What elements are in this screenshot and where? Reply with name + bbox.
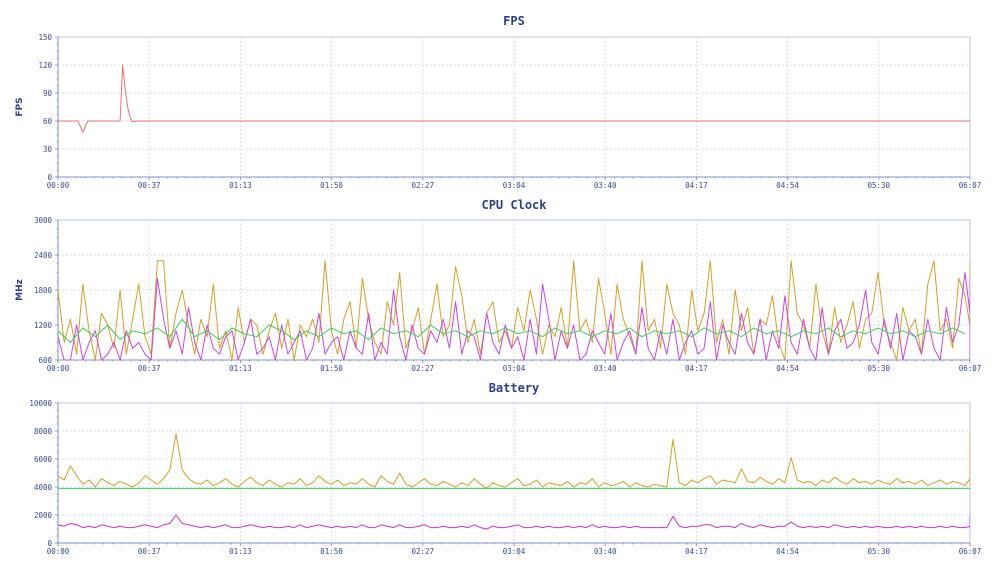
fps-ytick-label: 90 <box>43 89 53 98</box>
cpu-clock-ylabel: MHz <box>15 279 25 301</box>
fps-xtick-label: 01:50 <box>320 181 343 190</box>
fps-xtick-label: 03:04 <box>503 181 526 190</box>
cpu-clock-series-line-3 <box>58 318 966 343</box>
cpu-clock-xtick-label: 01:13 <box>229 364 252 373</box>
battery-xtick-label: 03:40 <box>594 547 617 556</box>
fps-ytick-label: 60 <box>43 117 53 126</box>
battery-title: Battery <box>489 381 540 395</box>
fps-series-line-1 <box>58 64 970 133</box>
battery-xtick-label: 04:54 <box>776 547 799 556</box>
fps-ylabel: FPS <box>15 97 25 116</box>
fps-ytick-label: 150 <box>38 33 52 42</box>
fps-title: FPS <box>503 14 525 28</box>
battery-series-line-3 <box>58 514 970 530</box>
battery-xtick-label: 01:13 <box>229 547 252 556</box>
fps-xtick-label: 04:54 <box>776 181 799 190</box>
battery-series-line-1 <box>58 432 970 489</box>
fps-xtick-label: 03:40 <box>594 181 617 190</box>
cpu-clock-chart: CPU Clock 600 1200 1800 2400 3000 00:00 00:37 01… <box>15 198 981 373</box>
fps-xtick-label: 05:30 <box>868 181 891 190</box>
fps-xtick-label: 04:17 <box>685 181 708 190</box>
cpu-clock-xtick-label: 01:50 <box>320 364 343 373</box>
battery-ytick-label: 6000 <box>34 455 53 464</box>
cpu-clock-xtick-label: 04:17 <box>685 364 708 373</box>
cpu-clock-xtick-label: 05:30 <box>868 364 891 373</box>
battery-xtick-label: 04:17 <box>685 547 708 556</box>
fps-xtick-label: 06:07 <box>959 181 982 190</box>
battery-ytick-label: 0 <box>47 539 52 548</box>
cpu-clock-series-line-2 <box>58 272 970 360</box>
battery-ytick-label: 2000 <box>34 511 53 520</box>
fps-xtick-label: 01:13 <box>229 181 252 190</box>
battery-xtick-label: 00:00 <box>47 547 70 556</box>
cpu-clock-xtick-label: 00:37 <box>138 364 161 373</box>
battery-xtick-label: 03:04 <box>503 547 526 556</box>
fps-xtick-label: 00:00 <box>47 181 70 190</box>
cpu-clock-ytick-label: 1800 <box>34 286 53 295</box>
battery-xtick-label: 02:27 <box>412 547 435 556</box>
battery-xtick-label: 06:07 <box>959 547 982 556</box>
cpu-clock-ytick-label: 600 <box>38 356 52 365</box>
cpu-clock-xtick-label: 03:04 <box>503 364 526 373</box>
battery-chart: Battery 0 2000 4000 6000 8000 10000 00:00 00:37 0… <box>29 381 981 556</box>
cpu-clock-xtick-label: 04:54 <box>776 364 799 373</box>
battery-xtick-label: 05:30 <box>868 547 891 556</box>
fps-xtick-label: 02:27 <box>412 181 435 190</box>
cpu-clock-ytick-label: 3000 <box>34 216 53 225</box>
cpu-clock-xtick-label: 03:40 <box>594 364 617 373</box>
battery-xtick-label: 01:50 <box>320 547 343 556</box>
fps-ytick-label: 30 <box>43 145 53 154</box>
cpu-clock-xtick-label: 02:27 <box>412 364 435 373</box>
battery-xtick-label: 00:37 <box>138 547 161 556</box>
fps-xtick-label: 00:37 <box>138 181 161 190</box>
cpu-clock-series-line-1 <box>58 260 970 360</box>
fps-ytick-label: 0 <box>47 173 52 182</box>
cpu-clock-ytick-label: 1200 <box>34 321 53 330</box>
battery-ytick-label: 4000 <box>34 483 53 492</box>
battery-ytick-label: 10000 <box>29 399 52 408</box>
battery-ytick-label: 8000 <box>34 427 53 436</box>
cpu-clock-xtick-label: 06:07 <box>959 364 982 373</box>
fps-ytick-label: 120 <box>38 61 52 70</box>
cpu-clock-xtick-label: 00:00 <box>47 364 70 373</box>
cpu-clock-title: CPU Clock <box>481 198 547 212</box>
cpu-clock-ytick-label: 2400 <box>34 251 53 260</box>
fps-chart: FPS 0 30 60 90 120 150 00:00 00:37 01:13 01:50 02:2… <box>15 14 981 190</box>
